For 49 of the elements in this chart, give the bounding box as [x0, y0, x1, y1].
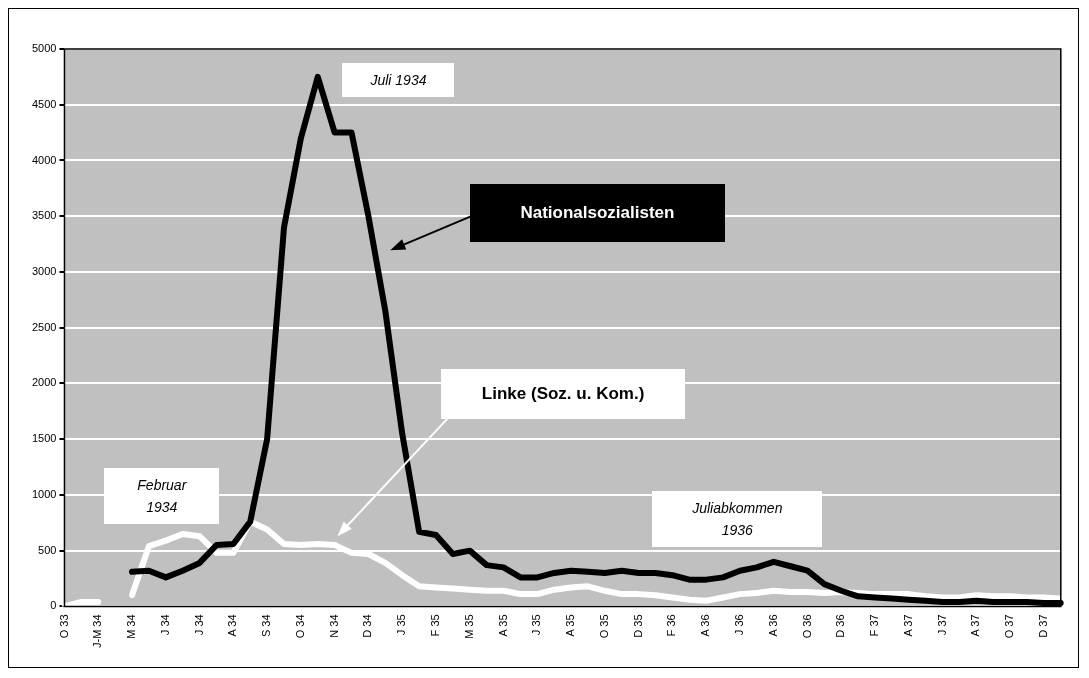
x-tick-label: A 37: [901, 614, 914, 637]
x-tick-label: J 34: [158, 614, 171, 636]
x-tick-label: D 37: [1036, 614, 1049, 638]
x-tick-label: A 36: [699, 614, 712, 637]
x-tick-label: A 37: [969, 614, 982, 637]
y-tick-label: 1500: [31, 432, 57, 445]
x-tick-label: O 33: [57, 614, 70, 639]
x-tick-label: F 37: [868, 614, 881, 637]
x-tick-label: O 37: [1003, 614, 1016, 639]
x-tick-label: F 36: [665, 614, 678, 637]
x-tick-label: A 34: [226, 614, 239, 637]
y-tick-label: 3000: [31, 264, 57, 277]
y-tick-label: 4000: [31, 153, 57, 166]
note-box: Juli 1934: [342, 62, 455, 97]
x-tick-label: J 36: [732, 614, 745, 636]
x-tick-label: J 35: [395, 614, 408, 636]
y-tick-label: 2500: [31, 320, 57, 333]
x-tick-label: J 35: [530, 614, 543, 636]
x-tick-label: J 34: [192, 614, 205, 636]
x-tick-label: A 35: [496, 614, 509, 637]
y-tick-label: 0: [50, 599, 57, 612]
note-box: Februar 1934: [104, 468, 220, 525]
annotation: Juli 1934: [369, 70, 428, 90]
annotation: Februar 1934: [136, 476, 188, 518]
x-tick-label: O 36: [800, 614, 813, 639]
x-tick-label: N 34: [327, 614, 340, 638]
x-tick-label: D 34: [361, 614, 374, 638]
note-box: Juliabkommen 1936: [652, 491, 823, 547]
y-tick-label: 2000: [31, 376, 57, 389]
x-tick-label: A 35: [564, 614, 577, 637]
annotation: Juliabkommen 1936: [691, 499, 784, 540]
x-tick-label: J-M 34: [91, 614, 104, 649]
x-tick-label: J 37: [935, 614, 948, 636]
y-tick-label: 500: [38, 543, 57, 556]
y-tick-label: 3500: [31, 209, 57, 222]
y-tick-label: 5000: [31, 42, 57, 55]
x-tick-label: O 35: [597, 614, 610, 639]
x-tick-label: D 36: [834, 614, 847, 638]
x-tick-label: O 34: [293, 614, 306, 639]
x-tick-label: D 35: [631, 614, 644, 638]
y-tick-label: 1000: [31, 487, 57, 500]
x-tick-label: A 36: [766, 614, 779, 637]
label-box: Linke (Soz. u. Kom.): [441, 368, 686, 419]
x-tick-label: M 34: [125, 614, 138, 639]
y-tick-label: 4500: [31, 97, 57, 110]
x-tick-label: M 35: [462, 614, 475, 639]
x-tick-label: S 34: [260, 614, 273, 638]
x-tick-label: F 35: [429, 614, 442, 637]
label-box: Nationalsozialisten: [469, 184, 725, 243]
